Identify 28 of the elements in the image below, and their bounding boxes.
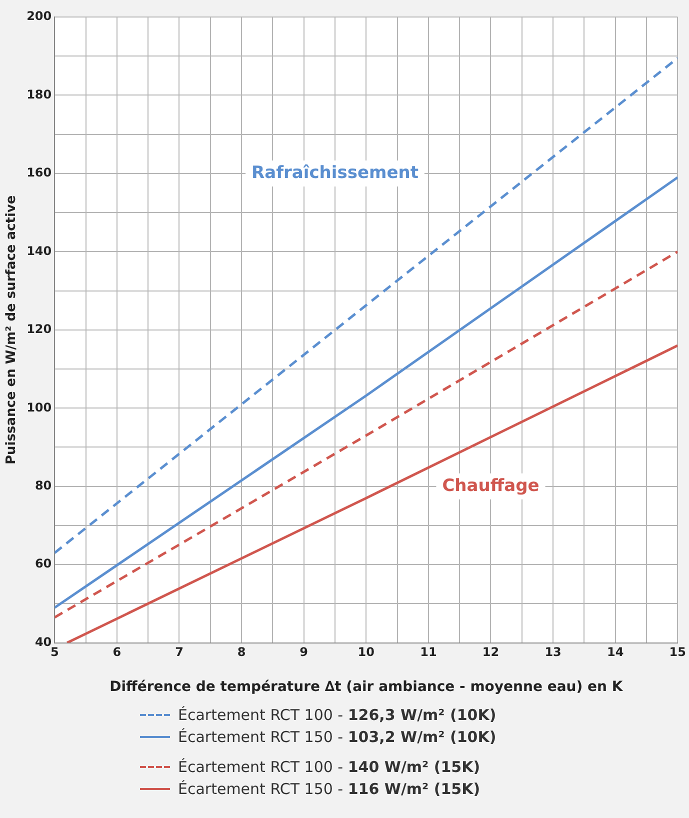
x-tick-label: 15 (669, 645, 686, 660)
y-tick-label: 160 (26, 166, 52, 180)
x-tick-label: 11 (420, 645, 437, 660)
x-tick-label: 14 (607, 645, 624, 660)
x-tick-label: 10 (358, 645, 374, 660)
x-tick-label: 5 (50, 645, 59, 660)
y-tick-label: 40 (34, 634, 52, 649)
y-tick-label: 200 (26, 9, 52, 24)
x-axis-title: Différence de température ∆t (air ambiance - moyenne eau) en K (110, 679, 624, 696)
y-tick-label: 140 (26, 244, 52, 258)
x-tick-label: 12 (482, 645, 500, 660)
x-tick-label: 6 (112, 645, 122, 660)
y-tick-label: 120 (26, 322, 52, 336)
legend-label: Écartement RCT 150 - 116 W/m² (15K) (178, 780, 480, 798)
legend-label: Écartement RCT 100 - 126,3 W/m² (10K) (178, 706, 496, 724)
y-tick-label: 80 (34, 478, 52, 492)
annotation: Chauffage (442, 476, 540, 496)
x-tick-label: 8 (237, 645, 246, 660)
x-tick-label: 13 (544, 645, 562, 660)
legend-label: Écartement RCT 100 - 140 W/m² (15K) (178, 758, 480, 776)
annotation: Rafraîchissement (252, 162, 418, 183)
y-tick-label: 180 (26, 87, 52, 102)
y-tick-label: 100 (26, 400, 52, 414)
x-tick-label: 7 (175, 645, 184, 660)
legend-label: Écartement RCT 150 - 103,2 W/m² (10K) (178, 728, 496, 746)
y-axis-title: Puissance en W/m² de surface active (4, 195, 20, 465)
x-tick-label: 9 (300, 645, 308, 660)
y-tick-label: 60 (34, 556, 52, 571)
